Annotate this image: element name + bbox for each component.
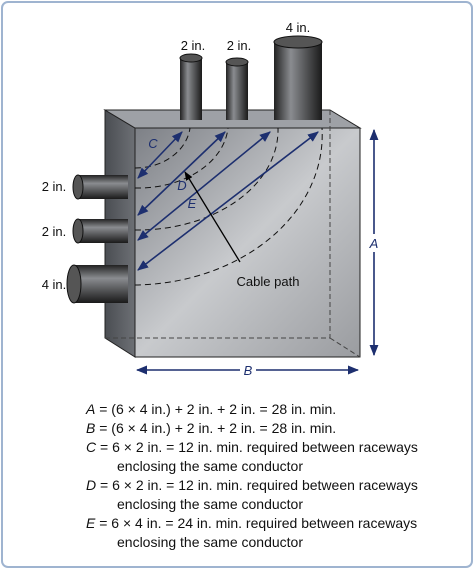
conduit-label: 2 in. [42,224,67,239]
side-conduits [66,174,128,304]
cable-path-label: Cable path [237,274,300,289]
dimension-label: C [148,136,158,151]
equation-continuation: enclosing the same conductor [117,458,303,474]
equation-continuation: enclosing the same conductor [117,534,303,550]
equation-text: = (6 × 4 in.) + 2 in. + 2 in. = 28 in. m… [95,401,336,417]
hidden-edges [105,110,361,358]
label-bg [367,234,381,252]
equation-letter: E [86,515,96,531]
equation-text: = 6 × 2 in. = 12 in. min. required betwe… [96,439,418,455]
equation-letter: A [85,401,95,417]
equation: A = (6 × 4 in.) + 2 in. + 2 in. = 28 in.… [85,401,336,417]
equation-letter: C [86,439,97,455]
conduit-label: 4 in. [42,277,67,292]
label-bg [240,362,256,378]
equation: E = 6 × 4 in. = 24 in. min. required bet… [86,515,417,531]
equation-text: = (6 × 4 in.) + 2 in. + 2 in. = 28 in. m… [95,420,336,436]
top-conduits [179,35,323,120]
equation-text: = 6 × 2 in. = 12 in. min. required betwe… [96,477,418,493]
equation: B = (6 × 4 in.) + 2 in. + 2 in. = 28 in.… [86,420,336,436]
dimension-label: A [369,236,379,251]
conduit-label: 2 in. [227,38,252,53]
cable-path-pointer [184,171,241,263]
equation-continuation: enclosing the same conductor [117,496,303,512]
dimension-label: B [244,363,253,378]
equations: A = (6 × 4 in.) + 2 in. + 2 in. = 28 in.… [85,401,418,550]
dimension-label: E [188,196,197,211]
conduit-label: 2 in. [42,179,67,194]
equation: C = 6 × 2 in. = 12 in. min. required bet… [86,439,418,455]
equation-text: = 6 × 4 in. = 24 in. min. required betwe… [95,515,417,531]
dimension-label: D [177,178,186,193]
conduit-label: 4 in. [286,20,311,35]
spacing-arrows [137,131,319,271]
equation: D = 6 × 2 in. = 12 in. min. required bet… [86,477,418,493]
conduit-label: 2 in. [181,38,206,53]
equation-letter: D [86,477,96,493]
box-front [134,127,361,358]
equation-letter: B [86,420,95,436]
